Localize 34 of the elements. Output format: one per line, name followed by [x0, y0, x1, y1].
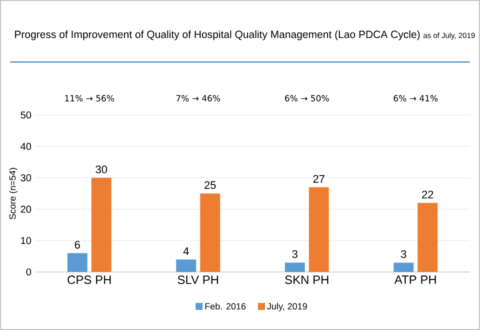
bar: [200, 194, 220, 272]
data-label: 27: [313, 175, 324, 183]
y-tick-label: 0: [26, 268, 32, 276]
x-tick-label: SLV PH: [178, 276, 218, 284]
y-tick-label: 40: [20, 142, 32, 150]
legend-label: Feb. 2016: [205, 302, 246, 310]
legend-label: July, 2019: [267, 302, 307, 312]
data-label: 4: [183, 247, 189, 255]
bar: [176, 259, 196, 272]
x-tick-label: ATP PH: [394, 276, 436, 284]
data-label: 30: [96, 165, 108, 174]
y-tick-label: 10: [21, 237, 32, 244]
x-tick-label: CPS PH: [68, 276, 111, 284]
data-label: 25: [204, 181, 216, 189]
bar: [284, 262, 305, 272]
data-label: 22: [422, 190, 434, 198]
text: 6% → 41%: [394, 95, 438, 102]
bar: [418, 202, 438, 272]
text: 11% → 56%: [65, 95, 114, 102]
bar: [91, 178, 112, 272]
data-label: 3: [292, 250, 298, 258]
text: 6% → 50%: [285, 95, 329, 102]
chart-title: Progress of Improvement of Quality of Hospital Quality Management (Lao PDCA Cycle): [15, 30, 420, 40]
y-tick-label: 30: [20, 174, 32, 182]
y-axis-title: Score (n=54): [9, 168, 18, 220]
y-tick-label: 20: [20, 206, 32, 213]
bar: [67, 253, 88, 272]
text: 7% → 46%: [176, 95, 220, 102]
bar: [308, 187, 329, 272]
y-tick-label: 50: [20, 111, 32, 119]
data-label: 6: [74, 240, 80, 249]
x-tick-label: SKN PH: [285, 276, 328, 284]
bar: [394, 262, 414, 272]
data-label: 3: [400, 250, 406, 258]
